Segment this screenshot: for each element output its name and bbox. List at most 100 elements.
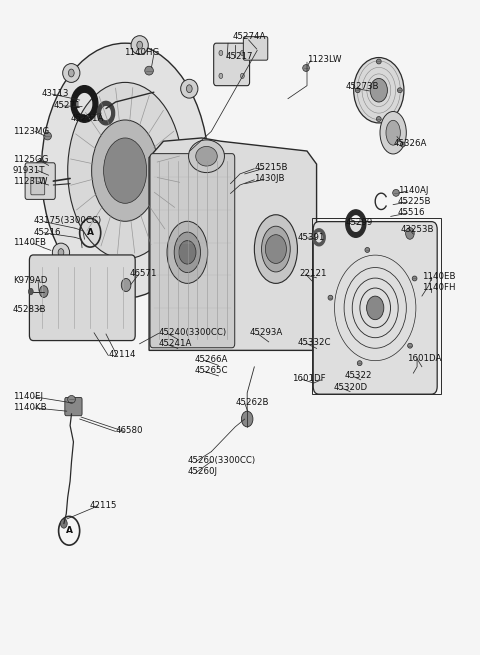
Circle shape xyxy=(137,41,143,49)
Text: 45322: 45322 xyxy=(344,371,372,381)
Ellipse shape xyxy=(328,295,333,300)
FancyBboxPatch shape xyxy=(243,37,268,60)
Ellipse shape xyxy=(412,276,417,281)
Text: 45231A: 45231A xyxy=(70,114,104,123)
Ellipse shape xyxy=(145,66,154,75)
Text: 45332C: 45332C xyxy=(298,338,331,347)
FancyBboxPatch shape xyxy=(65,398,82,416)
Circle shape xyxy=(240,50,244,56)
Text: 1123LW: 1123LW xyxy=(12,178,47,186)
Text: 45262B: 45262B xyxy=(235,398,269,407)
Ellipse shape xyxy=(68,396,75,403)
Circle shape xyxy=(186,249,192,257)
Ellipse shape xyxy=(189,140,225,173)
Ellipse shape xyxy=(117,289,134,307)
Circle shape xyxy=(122,294,128,302)
Text: K979AD: K979AD xyxy=(12,276,47,285)
Text: 45260(3300CC): 45260(3300CC) xyxy=(187,456,255,464)
Text: 1140EJ: 1140EJ xyxy=(12,392,43,401)
Ellipse shape xyxy=(400,142,405,147)
Ellipse shape xyxy=(262,226,290,272)
Ellipse shape xyxy=(63,64,80,83)
Ellipse shape xyxy=(355,88,360,93)
Circle shape xyxy=(121,278,131,291)
Ellipse shape xyxy=(33,161,50,180)
Ellipse shape xyxy=(180,243,198,262)
Ellipse shape xyxy=(376,117,381,121)
Ellipse shape xyxy=(196,147,217,166)
Text: 1140EB: 1140EB xyxy=(422,272,456,281)
FancyBboxPatch shape xyxy=(31,178,45,195)
Circle shape xyxy=(240,73,244,79)
Ellipse shape xyxy=(167,221,208,284)
Text: 1125GG: 1125GG xyxy=(12,155,48,164)
Text: 1140HG: 1140HG xyxy=(124,48,159,58)
Ellipse shape xyxy=(303,65,310,71)
Circle shape xyxy=(406,227,414,239)
Circle shape xyxy=(28,288,33,295)
Text: 45216: 45216 xyxy=(33,227,61,236)
Text: 45225B: 45225B xyxy=(398,197,432,206)
Ellipse shape xyxy=(92,120,158,221)
Circle shape xyxy=(219,50,223,56)
Ellipse shape xyxy=(52,243,70,262)
Circle shape xyxy=(60,519,67,528)
Text: 45283B: 45283B xyxy=(12,305,46,314)
Ellipse shape xyxy=(393,189,399,196)
Text: 43113: 43113 xyxy=(41,89,69,98)
Ellipse shape xyxy=(365,248,370,252)
Circle shape xyxy=(367,296,384,320)
Circle shape xyxy=(206,167,212,174)
Ellipse shape xyxy=(357,361,362,365)
Text: 43253B: 43253B xyxy=(400,225,434,234)
Text: 45241A: 45241A xyxy=(158,339,192,348)
Text: 1123MG: 1123MG xyxy=(12,127,49,136)
Ellipse shape xyxy=(380,111,406,154)
Circle shape xyxy=(219,73,223,79)
Text: 43175(3300CC): 43175(3300CC) xyxy=(33,216,101,225)
Ellipse shape xyxy=(354,58,404,123)
FancyBboxPatch shape xyxy=(25,163,55,199)
Ellipse shape xyxy=(131,36,148,54)
Circle shape xyxy=(38,167,44,174)
Ellipse shape xyxy=(254,215,298,284)
Text: 1140FB: 1140FB xyxy=(12,238,46,247)
Text: 46580: 46580 xyxy=(116,426,143,436)
Text: 45271: 45271 xyxy=(53,101,81,110)
Text: 1140KB: 1140KB xyxy=(12,403,46,412)
Text: 1601DA: 1601DA xyxy=(408,354,442,363)
Text: 1430JB: 1430JB xyxy=(254,174,285,183)
Text: 45293A: 45293A xyxy=(250,328,283,337)
Text: 42114: 42114 xyxy=(108,350,136,360)
Ellipse shape xyxy=(104,138,147,203)
Text: 1140AJ: 1140AJ xyxy=(398,186,428,195)
Ellipse shape xyxy=(376,59,381,64)
Text: 1123LW: 1123LW xyxy=(307,55,341,64)
Circle shape xyxy=(370,79,387,102)
Text: 42115: 42115 xyxy=(89,501,117,510)
Polygon shape xyxy=(149,138,317,350)
Ellipse shape xyxy=(44,132,51,140)
Text: 45217: 45217 xyxy=(226,52,253,61)
Circle shape xyxy=(58,249,64,257)
Text: 45391: 45391 xyxy=(298,233,325,242)
Text: 45273B: 45273B xyxy=(345,83,379,92)
Circle shape xyxy=(179,240,196,264)
Ellipse shape xyxy=(68,83,182,259)
Text: 45516: 45516 xyxy=(398,208,425,217)
Ellipse shape xyxy=(174,232,201,272)
Bar xyxy=(312,217,441,394)
Circle shape xyxy=(186,84,192,92)
FancyBboxPatch shape xyxy=(29,255,135,341)
Text: 45326A: 45326A xyxy=(393,139,427,147)
Text: 91931T: 91931T xyxy=(12,166,45,175)
Text: 1140FH: 1140FH xyxy=(422,283,456,292)
Text: 1601DF: 1601DF xyxy=(292,374,325,383)
Ellipse shape xyxy=(408,343,412,348)
Circle shape xyxy=(69,69,74,77)
Text: 45274A: 45274A xyxy=(233,32,266,41)
Text: 45320D: 45320D xyxy=(333,383,368,392)
Ellipse shape xyxy=(200,161,217,180)
Ellipse shape xyxy=(397,88,402,93)
Text: A: A xyxy=(87,228,94,237)
